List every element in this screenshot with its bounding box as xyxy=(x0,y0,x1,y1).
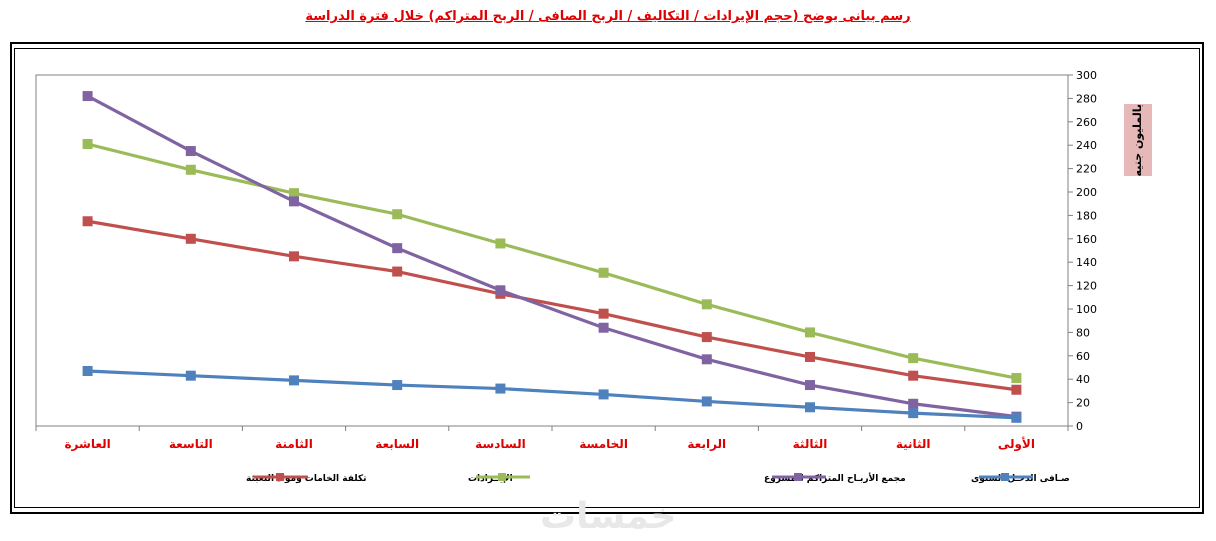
y-tick-label: 260 xyxy=(1076,116,1097,129)
y-tick-label: 40 xyxy=(1076,373,1090,386)
series-marker xyxy=(185,164,196,175)
series-line xyxy=(86,94,1017,419)
series-marker xyxy=(598,308,609,319)
series-marker xyxy=(805,351,815,362)
series-marker xyxy=(185,370,196,381)
y-tick-label: 280 xyxy=(1076,92,1097,105)
chart-title: رسم بيانى يوضح (حجم الإيرادات / التكاليف… xyxy=(305,9,911,24)
series-marker xyxy=(392,380,403,391)
series-marker xyxy=(908,398,919,409)
series-line xyxy=(87,369,1017,420)
series-marker xyxy=(805,327,815,338)
series-marker xyxy=(805,402,815,413)
y-tick-label: 120 xyxy=(1076,280,1097,293)
legend-marker xyxy=(276,473,284,481)
series-marker xyxy=(908,408,919,419)
y-tick-label: 180 xyxy=(1076,209,1097,222)
series-line xyxy=(87,219,1017,392)
series-marker xyxy=(701,332,712,343)
y-tick-label: 200 xyxy=(1076,186,1097,199)
x-category-label: الثالثة xyxy=(793,437,828,451)
watermark: خمسات xyxy=(540,496,677,537)
series-marker xyxy=(598,322,609,333)
y-tick-label: 80 xyxy=(1076,326,1090,339)
y-tick-label: 220 xyxy=(1076,163,1097,176)
series-marker xyxy=(392,243,403,254)
series-marker xyxy=(1011,412,1022,423)
series-marker xyxy=(82,91,93,102)
series-marker xyxy=(701,396,712,407)
series-marker xyxy=(392,266,403,277)
series-marker xyxy=(908,370,919,381)
legend-marker xyxy=(1001,473,1009,481)
series-marker xyxy=(185,146,196,157)
unit-label-box xyxy=(1124,104,1152,176)
x-category-label: الثامنة xyxy=(275,437,313,451)
y-tick-label: 140 xyxy=(1076,256,1097,269)
series-marker xyxy=(82,216,93,227)
series-marker xyxy=(805,380,815,391)
x-category-label: الأولى xyxy=(998,436,1035,452)
outer-frame xyxy=(10,42,1204,514)
y-tick-label: 0 xyxy=(1076,420,1083,433)
series-marker xyxy=(82,366,93,377)
chart-frame xyxy=(14,48,1200,508)
y-tick-label: 300 xyxy=(1076,69,1097,82)
series-marker xyxy=(82,139,93,150)
series-marker xyxy=(908,353,919,364)
y-tick-label: 100 xyxy=(1076,303,1097,316)
series-marker xyxy=(598,267,609,278)
series-marker xyxy=(289,251,299,262)
series-marker xyxy=(289,188,299,199)
series-marker xyxy=(289,375,299,386)
legend-marker xyxy=(498,473,506,481)
series-marker xyxy=(598,389,609,400)
series-marker xyxy=(1011,384,1022,395)
legend-label: تكلفة الخامات ومواد التعبئة xyxy=(246,474,367,484)
x-category-label: العاشرة xyxy=(64,437,110,451)
series-marker xyxy=(185,233,196,244)
y-tick-label: 160 xyxy=(1076,233,1097,246)
series-marker xyxy=(495,238,506,249)
series-line xyxy=(87,142,1017,380)
legend-marker xyxy=(794,473,802,481)
legend-label: صـافى الدخـل السنوى xyxy=(971,474,1070,484)
y-tick-label: 240 xyxy=(1076,139,1097,152)
series-marker xyxy=(495,383,506,394)
series-marker xyxy=(392,209,403,220)
x-category-label: السادسة xyxy=(475,437,526,451)
series-marker xyxy=(701,354,712,365)
series-marker xyxy=(289,196,299,207)
series-marker xyxy=(495,285,506,296)
x-category-label: الخامسة xyxy=(579,437,628,451)
x-category-label: التاسعة xyxy=(169,437,213,451)
series-marker xyxy=(701,299,712,310)
series-marker xyxy=(1011,373,1022,384)
x-category-label: السابعة xyxy=(375,437,419,451)
y-axis-unit-label: بالمليون جنيه xyxy=(1131,104,1144,177)
y-tick-label: 20 xyxy=(1076,397,1090,410)
legend-label: الإيــرادات xyxy=(468,474,513,484)
x-category-label: الثانية xyxy=(896,437,931,451)
y-tick-label: 60 xyxy=(1076,350,1090,363)
x-category-label: الرابعة xyxy=(687,437,726,451)
